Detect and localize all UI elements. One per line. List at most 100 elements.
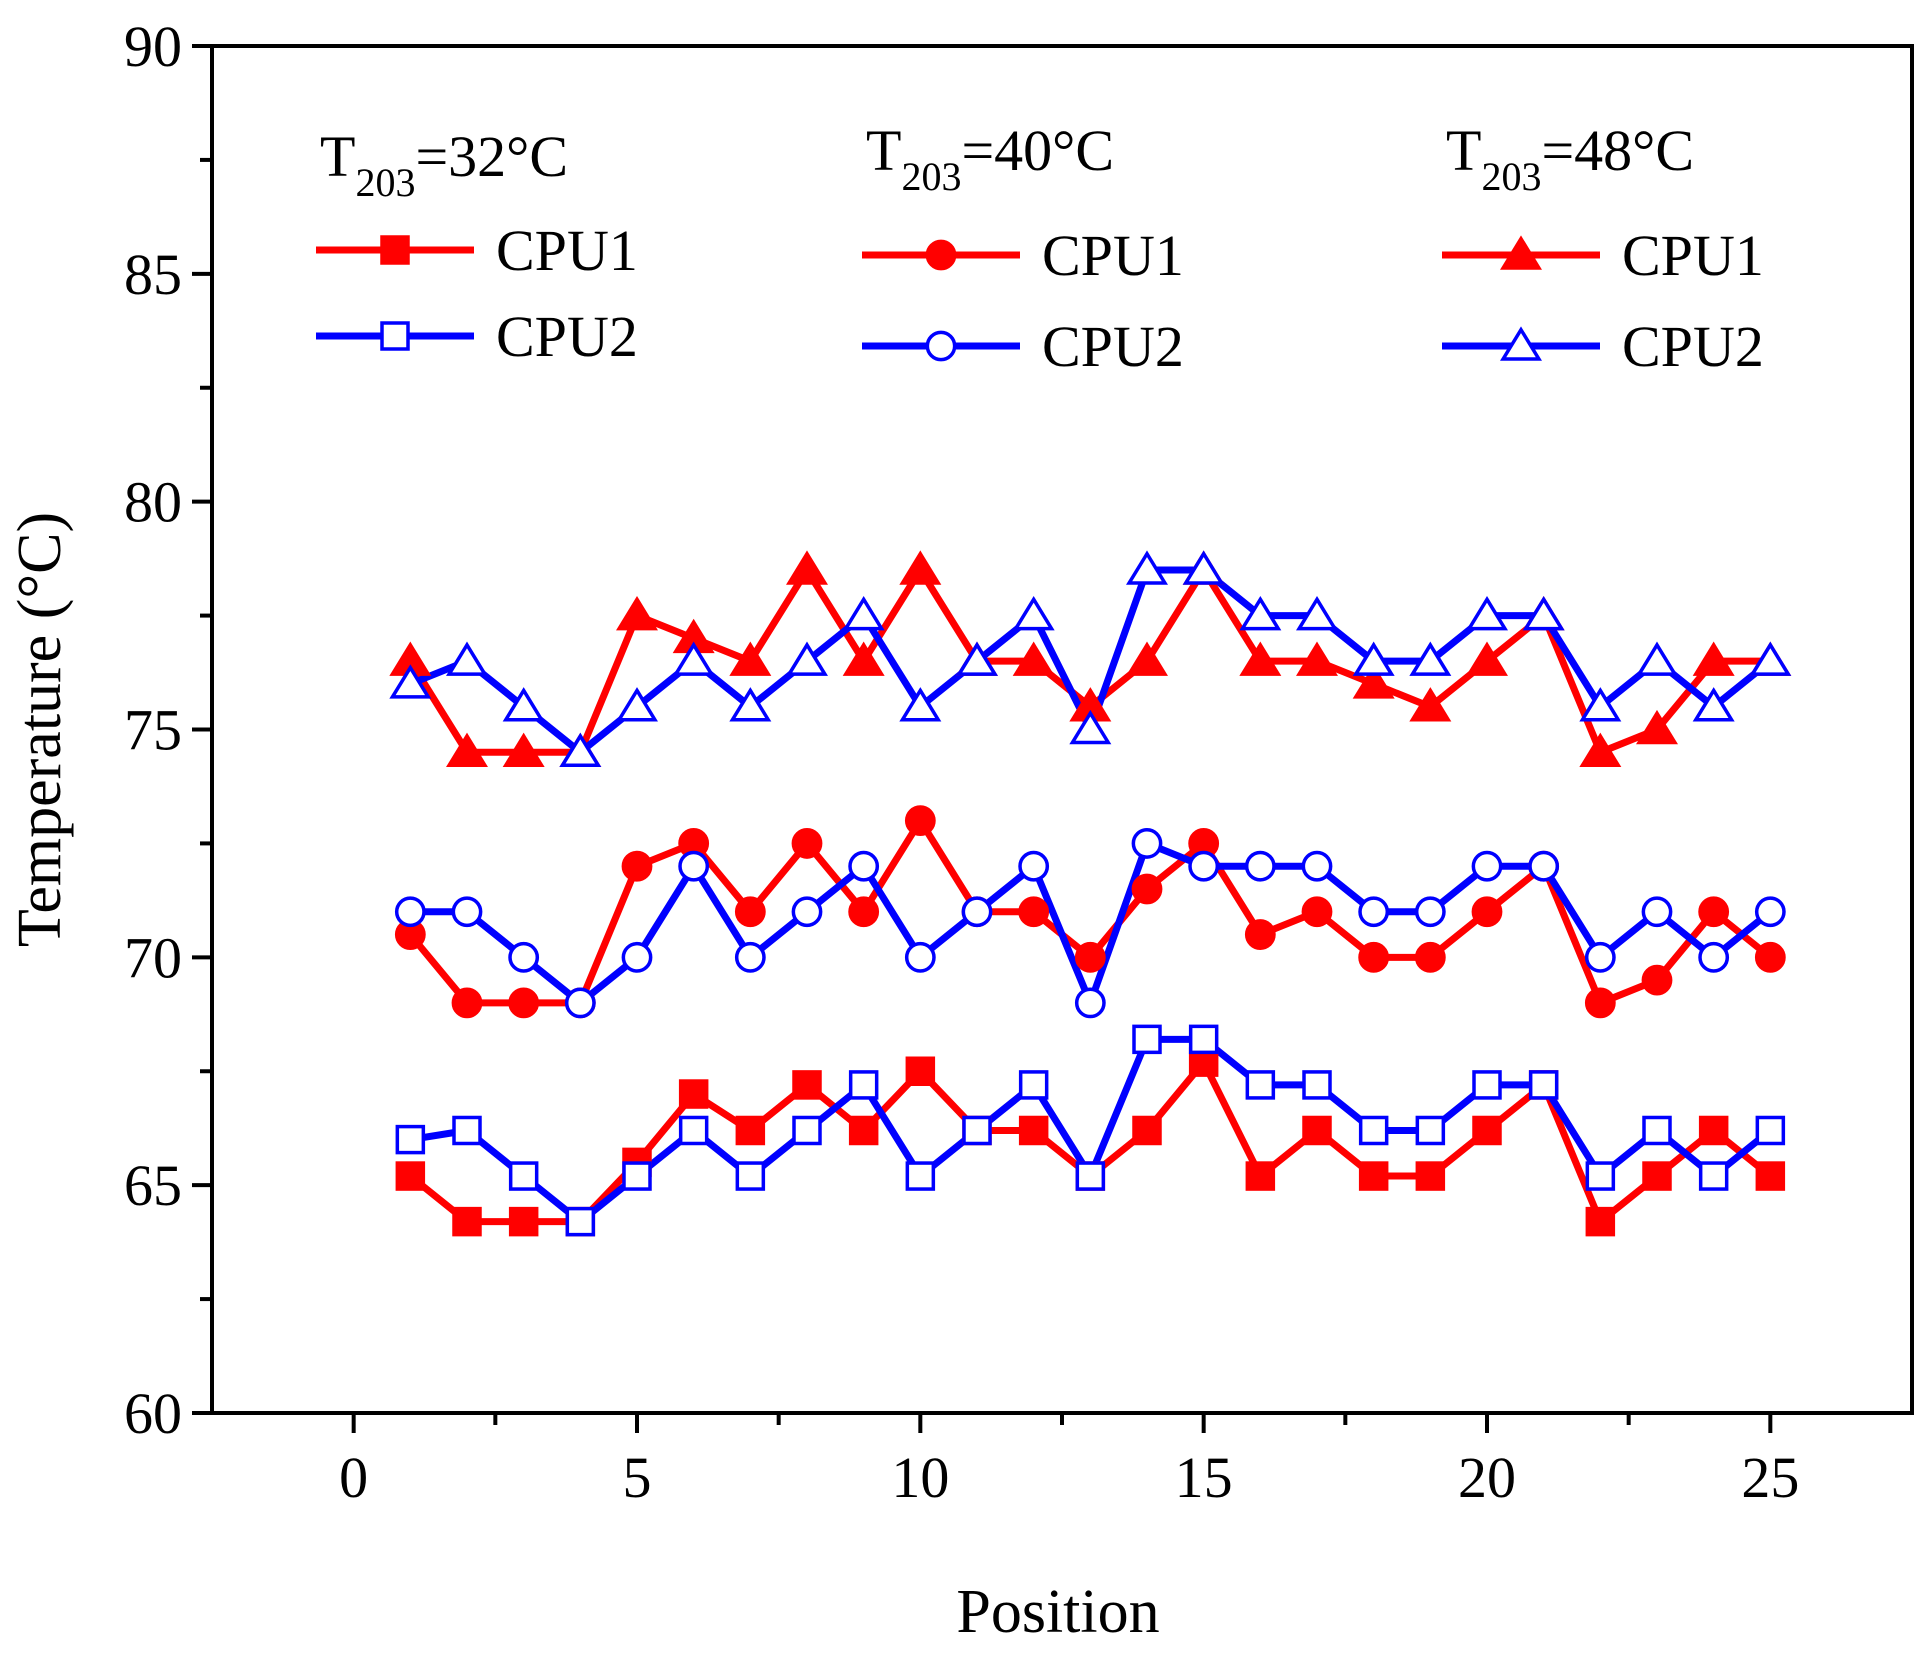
data-point xyxy=(1522,595,1565,631)
data-point xyxy=(1641,896,1673,928)
data-point xyxy=(729,687,772,722)
data-point xyxy=(1126,641,1168,676)
legend-title-subscript: 203 xyxy=(355,160,415,205)
legend-marker xyxy=(925,330,957,362)
data-point xyxy=(452,1206,482,1237)
data-point xyxy=(1126,550,1168,585)
data-point xyxy=(508,987,540,1019)
data-point xyxy=(1132,1115,1162,1146)
legend-title-rest: =32°C xyxy=(415,124,568,189)
data-point xyxy=(1584,987,1616,1019)
data-point xyxy=(848,850,880,882)
data-point xyxy=(1018,1115,1049,1146)
legend-label: CPU1 xyxy=(1622,223,1764,288)
axis-ticks: 0 5 10 15 20 25 60 65 70 75 80 85 90 xyxy=(124,14,1799,1510)
data-point xyxy=(904,805,936,837)
data-point xyxy=(678,1079,709,1109)
data-point xyxy=(1579,687,1622,722)
data-point xyxy=(1358,1115,1389,1146)
data-point xyxy=(1358,1161,1389,1191)
y-tick-label: 65 xyxy=(124,1153,182,1218)
data-point xyxy=(1244,850,1276,882)
data-point xyxy=(1352,641,1395,676)
data-point xyxy=(1698,1115,1729,1146)
data-point xyxy=(1245,1161,1276,1191)
data-point xyxy=(451,896,483,928)
data-point xyxy=(502,732,545,768)
y-axis-title: Temperature (°C) xyxy=(6,512,74,947)
data-point xyxy=(792,1115,822,1146)
y-tick-label: 70 xyxy=(124,925,182,990)
data-point xyxy=(1528,1070,1559,1100)
data-point xyxy=(1585,1206,1616,1237)
data-point xyxy=(792,1070,822,1100)
data-point xyxy=(1528,850,1560,882)
data-point xyxy=(1636,709,1678,745)
y-tick-label: 80 xyxy=(124,470,182,535)
data-point xyxy=(905,1161,936,1191)
legend-marker xyxy=(925,239,957,271)
data-point xyxy=(395,1124,426,1155)
data-point xyxy=(1012,595,1055,631)
legend: T203=32°CCPU1CPU2T203=40°CCPU1CPU2T203=4… xyxy=(316,118,1764,379)
data-point xyxy=(1296,595,1338,631)
data-point xyxy=(786,641,828,676)
data-point xyxy=(1302,1070,1332,1100)
data-point xyxy=(786,550,828,585)
data-point xyxy=(451,987,483,1019)
data-point xyxy=(1415,1161,1446,1191)
data-point xyxy=(1755,1161,1786,1191)
data-point xyxy=(729,641,772,676)
data-point xyxy=(1301,850,1333,882)
data-point xyxy=(1466,641,1508,676)
data-point xyxy=(394,896,426,928)
data-point xyxy=(1641,964,1673,996)
data-point xyxy=(1698,1161,1729,1191)
data-point xyxy=(735,1161,766,1191)
data-point xyxy=(1018,896,1050,928)
legend-group-title: T203=40°C xyxy=(866,118,1114,199)
data-point xyxy=(1074,941,1106,973)
legend-title-main: T xyxy=(866,118,901,183)
data-point xyxy=(616,595,658,631)
data-point xyxy=(1018,850,1050,882)
legend-title-main: T xyxy=(320,124,355,189)
legend-title-rest: =48°C xyxy=(1541,118,1694,183)
data-point xyxy=(1636,641,1678,676)
data-point xyxy=(1754,941,1786,973)
data-point xyxy=(389,664,432,699)
legend-group-title: T203=48°C xyxy=(1446,118,1694,199)
data-point xyxy=(1245,1070,1276,1100)
data-point xyxy=(622,1161,652,1191)
data-point xyxy=(678,850,710,882)
data-point xyxy=(508,1161,539,1191)
x-tick-label: 10 xyxy=(891,1445,949,1510)
legend-label: CPU2 xyxy=(1042,314,1184,379)
data-point xyxy=(395,1161,426,1191)
x-axis-title: Position xyxy=(956,1578,1159,1646)
data-point xyxy=(842,595,885,631)
data-point xyxy=(791,828,823,859)
legend-label: CPU2 xyxy=(496,304,638,369)
data-point xyxy=(899,687,942,722)
data-point xyxy=(1188,850,1220,882)
data-point xyxy=(1296,641,1338,676)
data-point xyxy=(962,1115,992,1146)
data-point xyxy=(508,941,540,973)
data-point xyxy=(956,641,998,676)
legend-title-subscript: 203 xyxy=(1481,154,1541,199)
data-point xyxy=(1414,941,1446,973)
data-point xyxy=(1472,1070,1502,1100)
data-point xyxy=(1244,919,1276,950)
data-point xyxy=(446,641,488,676)
data-point xyxy=(1075,1161,1106,1191)
data-point xyxy=(735,1115,766,1146)
data-point xyxy=(1239,641,1282,676)
data-point xyxy=(1749,641,1792,676)
data-point xyxy=(1074,987,1106,1019)
data-point xyxy=(1358,896,1390,928)
data-point xyxy=(1692,641,1735,676)
data-point xyxy=(1239,595,1282,631)
